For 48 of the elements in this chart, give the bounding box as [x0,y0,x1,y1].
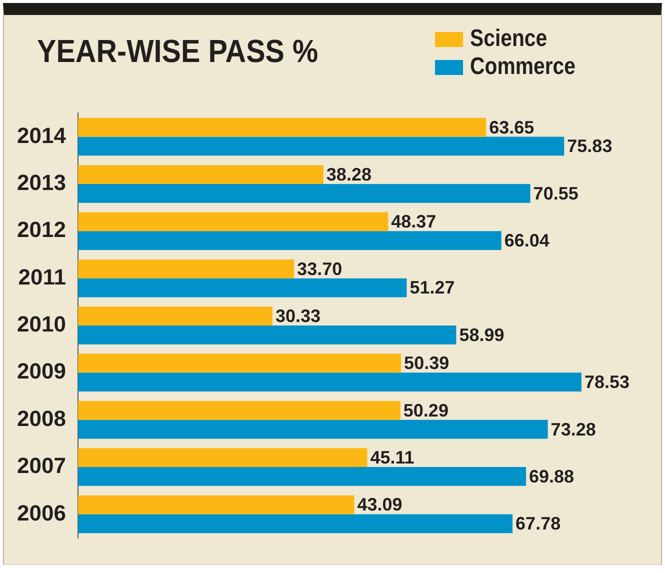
data-label: 63.65 [489,117,534,138]
y-tick-label: 2012 [17,217,66,242]
data-label: 30.33 [275,306,320,326]
data-label: 69.88 [529,466,574,486]
data-label: 50.39 [404,353,450,374]
data-label: 45.11 [370,448,414,468]
y-tick-label: 2013 [17,170,66,196]
data-label: 78.53 [584,372,630,392]
data-label: 43.09 [357,494,402,515]
data-label: 50.29 [403,400,448,420]
y-tick-label: 2010 [17,312,66,337]
bar [78,326,456,344]
data-label: 48.37 [391,212,436,232]
chart-title: YEAR-WISE PASS % [37,33,318,69]
data-label: 70.55 [533,183,578,204]
data-label: 51.27 [410,278,455,298]
bar [78,400,400,420]
y-tick-label: 2014 [17,122,67,148]
bar [78,514,513,534]
bar [78,259,294,278]
y-tick-label: 2008 [17,406,66,431]
bar [78,306,272,326]
data-label: 75.83 [567,136,612,156]
bar [78,136,564,156]
bar [78,212,388,232]
bar [78,165,324,184]
data-label: 38.28 [326,164,372,184]
bar [78,495,354,514]
bar [78,420,548,439]
legend-label: Science [470,25,548,52]
bar [78,231,502,250]
bar [78,118,486,137]
y-tick-label: 2007 [17,453,66,478]
y-tick-label: 2006 [17,500,66,526]
bar [78,278,407,298]
y-tick-label: 2009 [17,358,66,384]
data-label: 73.28 [550,419,596,440]
bar [78,372,582,392]
data-label: 67.78 [516,514,561,534]
data-label: 33.70 [297,258,342,279]
data-label: 58.99 [459,324,504,345]
bar [78,354,402,373]
bar [78,184,530,203]
bar [78,448,368,468]
y-tick-label: 2011 [18,264,66,290]
data-label: 66.04 [504,230,550,251]
legend-label: Commerce [470,53,576,80]
bar [78,467,526,486]
